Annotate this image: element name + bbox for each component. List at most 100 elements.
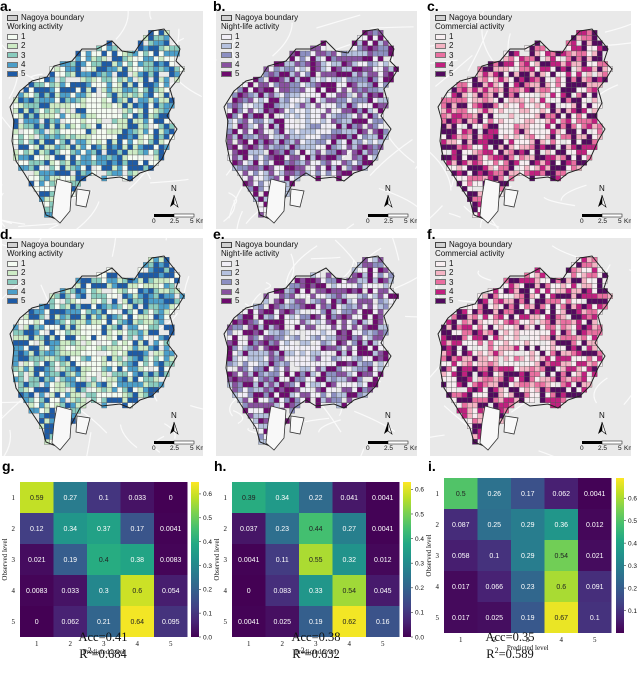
heatmap-cell-label: 0.058: [452, 553, 470, 560]
map-svg: [2, 238, 203, 456]
map-legend: Nagoya boundary Working activity 1 2 3 4 5: [7, 13, 84, 79]
legend-level-label: 4: [235, 60, 240, 70]
legend-swatch: [435, 269, 446, 276]
y-tick-label: 4: [12, 587, 16, 595]
legend-swatch: [435, 52, 446, 59]
accuracy-text-g: Acc=0.41: [78, 630, 128, 644]
heatmap-cell: [332, 575, 366, 606]
heatmap-cell-label: 0.33: [309, 588, 323, 595]
panel-letter-a: a.: [0, 0, 12, 14]
heatmap-cell-label: 0.59: [30, 495, 44, 502]
heatmap-cell-label: 0.55: [309, 557, 323, 564]
heatmap-cell: [511, 602, 545, 633]
legend-boundary-label: Nagoya boundary: [449, 240, 513, 249]
scale-unit: Km: [624, 218, 631, 225]
map-legend: Nagoya boundary Working activity 1 2 3 4 5: [7, 240, 84, 306]
legend-swatch: [221, 269, 232, 276]
y-tick-label: 3: [436, 552, 440, 560]
heatmap-cell-label: 0.066: [485, 584, 503, 591]
heatmap-cell: [477, 602, 511, 633]
scale-label: 0: [152, 218, 156, 225]
scale-unit: Km: [410, 218, 417, 225]
panel-letter-h: h.: [214, 458, 227, 474]
heatmap-cell: [87, 575, 121, 606]
heatmap-cell-label: 0.23: [275, 526, 289, 533]
heatmap-cell: [477, 571, 511, 602]
heatmap-cell-label: 0.045: [374, 588, 392, 595]
heatmap-cell-label: 0.0041: [372, 526, 394, 533]
legend-swatch: [221, 52, 232, 59]
y-tick-label: 4: [436, 583, 440, 591]
legend-level-label: 2: [235, 268, 240, 278]
heatmap-cell-label: 0.0041: [238, 619, 260, 626]
heatmap-cell-label: 0.0083: [160, 557, 182, 564]
heatmap-cell: [366, 482, 400, 513]
map-panel-a: Nagoya boundary Working activity 1 2 3 4 5 N 0 2.…: [2, 11, 203, 229]
heatmap-cell: [265, 575, 299, 606]
heatmap-cell: [578, 478, 612, 509]
map-cell-grid: [227, 257, 399, 445]
map-panel-f: Nagoya boundary Commercial activity 1 2 3 4 5 N…: [430, 238, 631, 456]
heatmap-cell: [511, 540, 545, 571]
heatmap-cell: [511, 509, 545, 540]
x-axis-label: Predicted level: [507, 644, 549, 652]
north-arrow-icon: [170, 421, 179, 435]
heatmap-cell-label: 0.34: [63, 526, 77, 533]
legend-level-label: 5: [235, 296, 240, 306]
heatmap-cell-label: 0.17: [130, 526, 144, 533]
scale-unit: Km: [624, 445, 631, 452]
colorbar: [403, 482, 411, 637]
legend-swatch: [435, 61, 446, 68]
accuracy-text-i: Acc=0.35: [485, 630, 535, 644]
legend-level-label: 2: [449, 41, 454, 51]
map-legend: Nagoya boundary Night-life activity 1 2 3 4 5: [221, 13, 298, 79]
legend-level-label: 4: [21, 287, 26, 297]
y-axis-label: Observed level: [425, 534, 433, 576]
legend-level-label: 1: [21, 258, 26, 268]
legend-swatch: [7, 279, 18, 286]
legend-level-label: 4: [21, 60, 26, 70]
heatmap-cell-label: 0.27: [63, 495, 77, 502]
heatmap-cell-label: 0: [169, 495, 173, 502]
colorbar: [191, 482, 199, 637]
heatmap-cell: [578, 540, 612, 571]
y-tick-label: 5: [436, 614, 440, 622]
x-tick-label: 1: [35, 640, 39, 648]
heatmap-cell: [578, 571, 612, 602]
heatmap-cell-label: 0.0041: [584, 491, 606, 498]
heatmap-cell-label: 0.37: [97, 526, 111, 533]
legend-level-label: 1: [449, 258, 454, 268]
legend-swatch: [7, 269, 18, 276]
colorbar-tick-label: 0.3: [203, 563, 212, 570]
legend-swatch: [435, 42, 446, 49]
legend-swatch: [7, 298, 18, 305]
north-arrow-icon: [598, 194, 607, 208]
legend-swatch: [7, 288, 18, 295]
heatmap-cell: [20, 513, 54, 544]
heatmap-cell: [366, 544, 400, 575]
heatmap-cell: [544, 571, 578, 602]
heatmap-cell: [20, 544, 54, 575]
heatmap-cell-label: 0: [247, 588, 251, 595]
y-tick-label: 1: [12, 494, 16, 502]
panel-letter-i: i.: [428, 458, 436, 474]
heatmap-cell-label: 0.32: [342, 557, 356, 564]
heatmap-cell: [265, 544, 299, 575]
heatmap-cell-label: 0.19: [309, 619, 323, 626]
north-label: N: [599, 184, 605, 193]
boundary-swatch: [435, 241, 446, 248]
heatmap-cell-label: 0.54: [342, 588, 356, 595]
heatmap-cell: [154, 482, 188, 513]
colorbar: [616, 478, 624, 633]
heatmap-cell-label: 0.67: [554, 615, 568, 622]
north-arrow-icon: [384, 421, 393, 435]
heatmap-cell: [53, 606, 87, 637]
panel-letter-d: d.: [0, 226, 13, 242]
legend-activity-title: Working activity: [7, 249, 63, 259]
north-label: N: [599, 411, 605, 420]
heatmap-cell-label: 0.4: [99, 557, 109, 564]
heatmap-cell-label: 0.021: [586, 553, 604, 560]
legend-swatch: [7, 260, 18, 267]
scale-bar: [368, 213, 409, 218]
heatmap-cell-label: 0.27: [342, 526, 356, 533]
